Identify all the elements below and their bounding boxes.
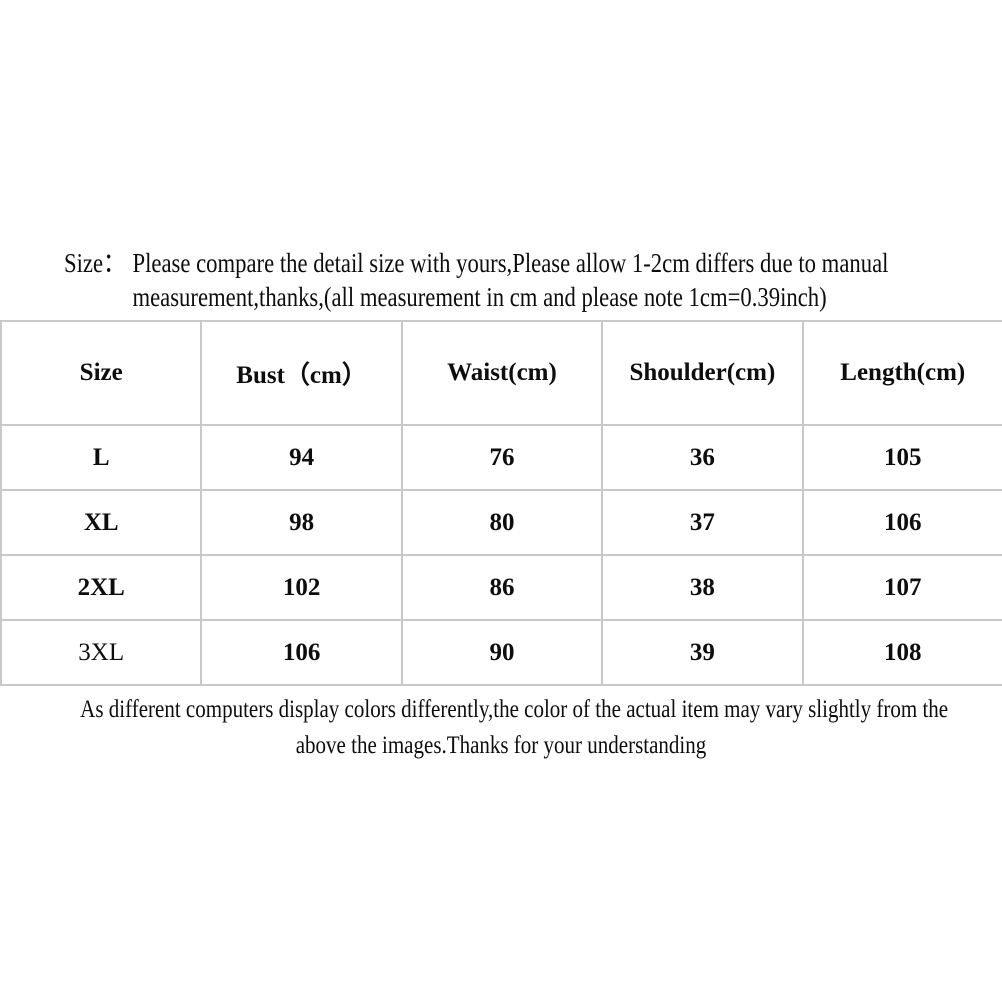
table-header-row: Size Bust（cm） Waist(cm) Shoulder(cm) Len…	[0, 320, 1002, 426]
size-label: Size：	[64, 248, 126, 278]
cell-length: 106	[801, 489, 1002, 556]
cell-length: 105	[801, 424, 1002, 491]
cell-length: 108	[801, 619, 1002, 686]
cell-bust: 106	[200, 619, 403, 686]
col-header-waist: Waist(cm)	[400, 320, 604, 426]
col-header-shoulder: Shoulder(cm)	[601, 320, 804, 426]
col-header-size: Size	[0, 320, 203, 426]
footer-note: As different computers display colors di…	[80, 692, 949, 764]
cell-length: 107	[801, 554, 1002, 621]
cell-bust: 102	[200, 554, 403, 621]
cell-waist: 86	[400, 554, 604, 621]
cell-shoulder: 39	[601, 619, 804, 686]
intro-line-1: Please compare the detail size with your…	[132, 248, 889, 278]
size-table: Size Bust（cm） Waist(cm) Shoulder(cm) Len…	[0, 320, 1002, 686]
cell-waist: 80	[400, 489, 604, 556]
cell-size: L	[0, 424, 203, 491]
cell-bust: 98	[200, 489, 403, 556]
intro-paragraph: Size： Please compare the detail size wit…	[64, 246, 888, 314]
table-row-l: L 94 76 36 105	[0, 424, 1002, 491]
cell-shoulder: 38	[601, 554, 804, 621]
col-header-length: Length(cm)	[801, 320, 1002, 426]
table-row-xl: XL 98 80 37 106	[0, 489, 1002, 556]
cell-size: 3XL	[0, 619, 203, 686]
cell-size: 2XL	[0, 554, 203, 621]
cell-size: XL	[0, 489, 203, 556]
cell-bust: 94	[200, 424, 403, 491]
footer-line-2: above the images.Thanks for your underst…	[295, 732, 707, 759]
intro-line-2: measurement,thanks,(all measurement in c…	[132, 282, 827, 312]
footer-line-1: As different computers display colors di…	[80, 696, 949, 723]
cell-waist: 76	[400, 424, 604, 491]
cell-shoulder: 36	[601, 424, 804, 491]
col-header-bust: Bust（cm）	[200, 320, 403, 426]
table-row-3xl: 3XL 106 90 39 108	[0, 619, 1002, 686]
table-row-2xl: 2XL 102 86 38 107	[0, 554, 1002, 621]
cell-waist: 90	[400, 619, 604, 686]
cell-shoulder: 37	[601, 489, 804, 556]
intro-text: Please compare the detail size with your…	[132, 246, 888, 314]
